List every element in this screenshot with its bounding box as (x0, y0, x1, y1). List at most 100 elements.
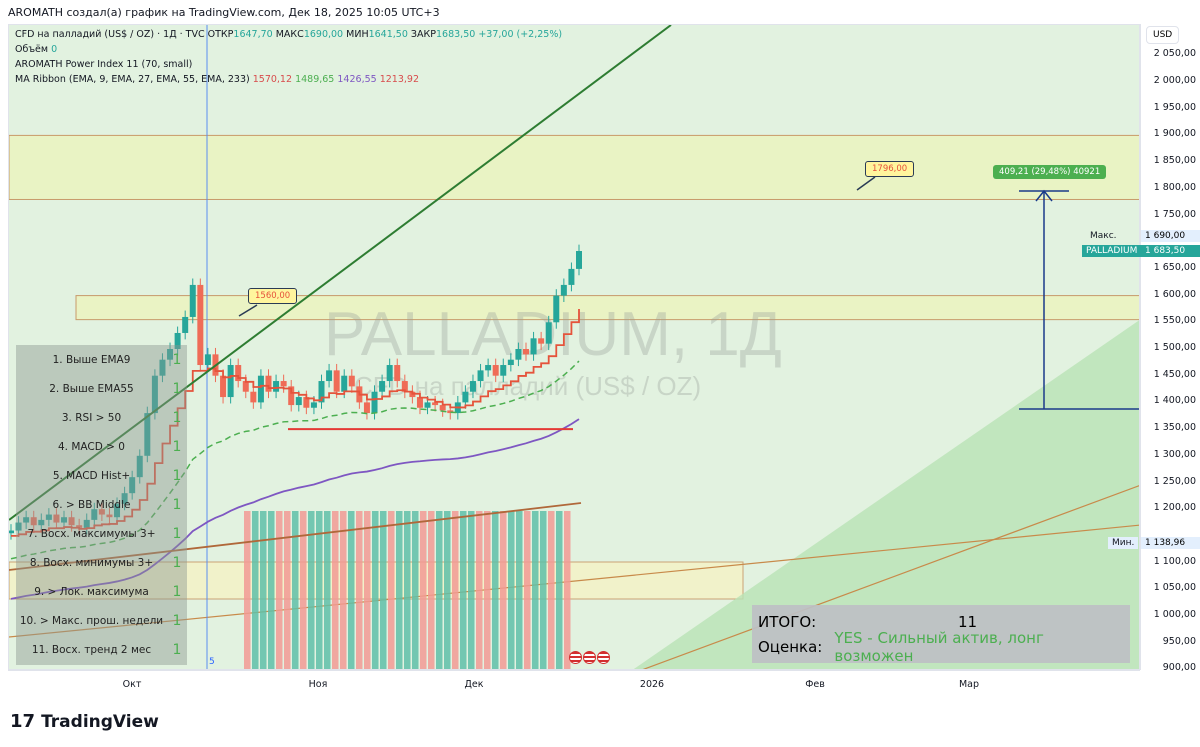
power-index-bar (244, 511, 251, 669)
power-index-bar (556, 511, 563, 669)
power-index-bar (364, 511, 371, 669)
volume-legend[interactable]: Объём 0 (15, 44, 57, 55)
candle-body (136, 455, 143, 478)
change-value: +37,00 (+2,25%) (478, 29, 563, 40)
candle-body (560, 284, 567, 296)
candle-body (106, 514, 113, 518)
candle-body (310, 402, 317, 408)
candle-body (522, 349, 529, 355)
power-index-bar (396, 511, 403, 669)
event-marker[interactable]: 5 (209, 657, 215, 667)
us-flag-icon[interactable] (583, 651, 596, 664)
candle-body (182, 316, 189, 333)
candle-body (462, 391, 469, 403)
last-price-value: 1 683,50 (1141, 245, 1200, 257)
candle-body (432, 402, 439, 406)
candle-body (68, 517, 75, 526)
power-index-bar (532, 511, 539, 669)
power-index-bar (252, 511, 259, 669)
candle-body (38, 519, 45, 526)
power-index-bar (476, 511, 483, 669)
candle-body (348, 375, 355, 387)
candle-body (30, 517, 37, 526)
power-index-bar (404, 511, 411, 669)
checklist-row: 9. > Лок. максимума 1 (16, 577, 187, 606)
candle-body (45, 514, 52, 520)
candle-body (257, 375, 264, 403)
candle-body (303, 397, 310, 408)
checklist-row: 5. MACD Hist+ 1 (16, 461, 187, 490)
symbol-name[interactable]: CFD на палладий (US$ / OZ) · 1Д · TVC (15, 29, 205, 40)
candle-body (151, 375, 158, 414)
currency-button[interactable]: USD (1146, 26, 1180, 44)
power-index-bar (484, 511, 491, 669)
checklist-row: 2. Выше EMA55 1 (16, 374, 187, 403)
candle-body (469, 381, 476, 392)
price-tick: 1 450,00 (1153, 368, 1196, 380)
candle-body (545, 322, 552, 344)
checklist-value: 1 (172, 467, 182, 484)
callout-pointer (856, 176, 876, 191)
candle-body (98, 509, 105, 515)
us-flag-icon[interactable] (597, 651, 610, 664)
max-label: Макс. (1090, 231, 1117, 241)
trend-line-lower (9, 524, 1139, 638)
tradingview-logo[interactable]: 17 TradingView (10, 711, 159, 732)
power-index-bar (500, 511, 507, 669)
candle-body (515, 349, 522, 360)
candle-body (235, 365, 242, 382)
price-tick: 1 500,00 (1153, 342, 1196, 353)
candle-body (295, 397, 302, 406)
candle-body (280, 381, 287, 387)
measure-label[interactable]: 409,21 (29,48%) 40921 (993, 165, 1107, 179)
candle-body (15, 522, 22, 531)
symbol-legend[interactable]: CFD на палладий (US$ / OZ) · 1Д · TVC ОТ… (15, 29, 562, 40)
power-index-bar (460, 511, 467, 669)
price-tick: 1 000,00 (1153, 609, 1196, 620)
total-label: ИТОГО: (758, 612, 817, 631)
candle-body (129, 477, 136, 494)
ema9-line (11, 309, 580, 537)
price-axis[interactable]: 2 050,00 2 000,00 1 950,00 1 900,00 1 850,00… (1140, 24, 1200, 673)
chart-pane[interactable]: PALLADIUM, 1Д CFD на палладий (US$ / OZ) … (8, 24, 1140, 670)
price-tick: 1 350,00 (1153, 422, 1196, 434)
economic-events[interactable] (569, 651, 610, 664)
power-index-bar (436, 511, 443, 669)
checklist-value: 1 (172, 409, 182, 426)
time-axis[interactable]: Окт Ноя Дек 2026 Фев Мар (8, 670, 1140, 694)
price-tick: 1 950,00 (1153, 101, 1196, 113)
price-tick: 950,00 (1162, 635, 1196, 647)
time-tick: Мар (958, 679, 980, 690)
candle-body (273, 381, 280, 392)
price-callout-1796[interactable]: 1796,00 (865, 161, 915, 177)
checklist-row: 6. > BB Middle 1 (16, 490, 187, 519)
checklist-value: 1 (172, 583, 182, 600)
candle-body (189, 284, 196, 317)
price-tick: 1 100,00 (1153, 555, 1196, 567)
candle-body (447, 410, 454, 414)
candle-body (53, 514, 60, 523)
candle-body (507, 359, 514, 366)
checklist-value: 1 (172, 612, 182, 629)
price-tick: 2 000,00 (1153, 75, 1196, 86)
indicator-legend-ma-ribbon[interactable]: MA Ribbon (EMA, 9, EMA, 27, EMA, 55, EMA… (15, 74, 419, 85)
candle-body (227, 365, 234, 398)
checklist-row: 4. MACD > 0 1 (16, 432, 187, 461)
candle-body (530, 338, 537, 355)
candle-body (174, 332, 181, 349)
candle-body (394, 365, 401, 382)
candle-body (341, 375, 348, 392)
us-flag-icon[interactable] (569, 651, 582, 664)
candle-body (250, 391, 257, 403)
ema55-value: 1426,55 (337, 74, 377, 85)
price-tick: 1 300,00 (1153, 448, 1196, 460)
time-tick: Ноя (308, 679, 328, 690)
candle-body (477, 370, 484, 382)
indicator-legend-power-index[interactable]: AROMATH Power Index 11 (70, small) (15, 59, 193, 70)
price-tick: 1 250,00 (1153, 475, 1196, 487)
checklist-label: 7. Восх. максимумы 3+ (27, 527, 156, 540)
price-tick: 1 200,00 (1153, 502, 1196, 514)
price-callout-1560[interactable]: 1560,00 (248, 288, 298, 304)
candle-body (265, 375, 272, 392)
